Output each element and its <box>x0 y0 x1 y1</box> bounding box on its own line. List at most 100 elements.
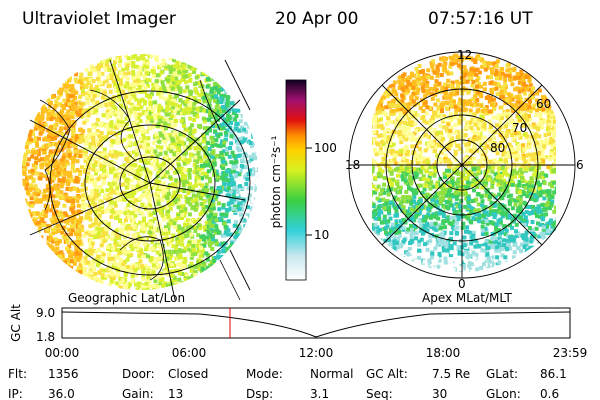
pixel <box>253 156 258 161</box>
pixel <box>59 184 64 189</box>
pixel <box>202 225 207 230</box>
pixel <box>178 188 183 192</box>
pixel <box>24 140 29 145</box>
pixel <box>179 118 184 123</box>
pixel <box>405 230 409 234</box>
pixel <box>138 136 143 141</box>
pixel <box>114 262 118 267</box>
pixel <box>392 225 397 230</box>
pixel <box>502 97 507 102</box>
pixel <box>134 273 139 278</box>
pixel <box>177 143 181 148</box>
pixel <box>68 214 73 219</box>
pixel <box>560 129 564 133</box>
pixel <box>148 225 153 230</box>
pixel <box>207 201 212 205</box>
pixel <box>180 172 185 177</box>
pixel <box>259 166 263 170</box>
pixel <box>409 258 414 262</box>
pixel <box>467 71 472 76</box>
pixel <box>221 205 226 210</box>
pixel <box>145 195 150 200</box>
pixel <box>141 56 146 61</box>
pixel <box>148 274 153 279</box>
pixel <box>536 189 541 194</box>
pixel <box>401 225 406 230</box>
pixel <box>82 168 87 173</box>
pixel <box>84 68 89 73</box>
pixel <box>143 227 148 231</box>
pixel <box>500 230 505 235</box>
pixel <box>422 214 426 219</box>
pixel <box>414 211 419 216</box>
pixel <box>109 215 114 219</box>
pixel <box>250 144 254 149</box>
pixel <box>208 92 213 97</box>
pixel <box>72 261 77 266</box>
pixel <box>139 105 144 110</box>
pixel <box>120 182 125 187</box>
pixel <box>458 264 463 269</box>
pixel <box>102 175 107 180</box>
pixel <box>115 125 120 130</box>
pixel <box>103 90 107 95</box>
pixel <box>479 149 484 154</box>
pixel <box>190 252 195 257</box>
pixel <box>24 179 29 184</box>
pixel <box>226 186 231 191</box>
pixel <box>179 238 184 243</box>
pixel <box>213 115 218 120</box>
pixel <box>56 229 61 233</box>
pixel <box>78 270 83 275</box>
pixel <box>62 153 67 158</box>
pixel <box>490 267 495 272</box>
pixel <box>59 172 63 177</box>
pixel <box>249 157 254 161</box>
pixel <box>151 87 155 92</box>
pixel <box>130 220 135 225</box>
pixel <box>213 142 218 147</box>
pixel <box>130 109 135 114</box>
pixel <box>126 92 131 97</box>
pixel <box>437 223 442 228</box>
pixel <box>201 207 206 211</box>
pixel <box>139 248 144 253</box>
pixel <box>42 223 47 228</box>
pixel <box>521 192 526 197</box>
pixel <box>530 220 535 224</box>
pixel <box>148 101 153 105</box>
pixel <box>183 210 188 214</box>
pixel <box>51 127 56 132</box>
pixel <box>358 134 362 138</box>
pixel <box>195 157 200 162</box>
pixel <box>42 188 47 193</box>
pixel <box>191 184 196 189</box>
pixel <box>119 231 124 236</box>
pixel <box>141 288 146 290</box>
pixel <box>178 262 183 266</box>
pixel <box>256 189 258 193</box>
pixel <box>218 144 223 149</box>
pixel <box>123 273 128 277</box>
pixel <box>42 106 47 111</box>
pixel <box>421 174 426 179</box>
pixel <box>87 209 92 214</box>
pixel <box>153 275 158 280</box>
pixel <box>511 126 516 131</box>
pixel <box>65 83 70 88</box>
pixel <box>203 161 207 166</box>
pixel <box>70 163 75 168</box>
pixel <box>188 181 192 186</box>
pixel <box>94 233 99 238</box>
pixel <box>38 225 43 230</box>
pixel <box>30 203 35 208</box>
pixel <box>511 95 515 100</box>
pixel <box>109 120 114 125</box>
pixel <box>186 280 191 285</box>
pixel <box>223 230 228 235</box>
pixel <box>130 184 135 189</box>
pixel <box>446 180 451 185</box>
pixel <box>445 115 450 120</box>
pixel <box>205 77 210 82</box>
pixel <box>131 217 136 222</box>
